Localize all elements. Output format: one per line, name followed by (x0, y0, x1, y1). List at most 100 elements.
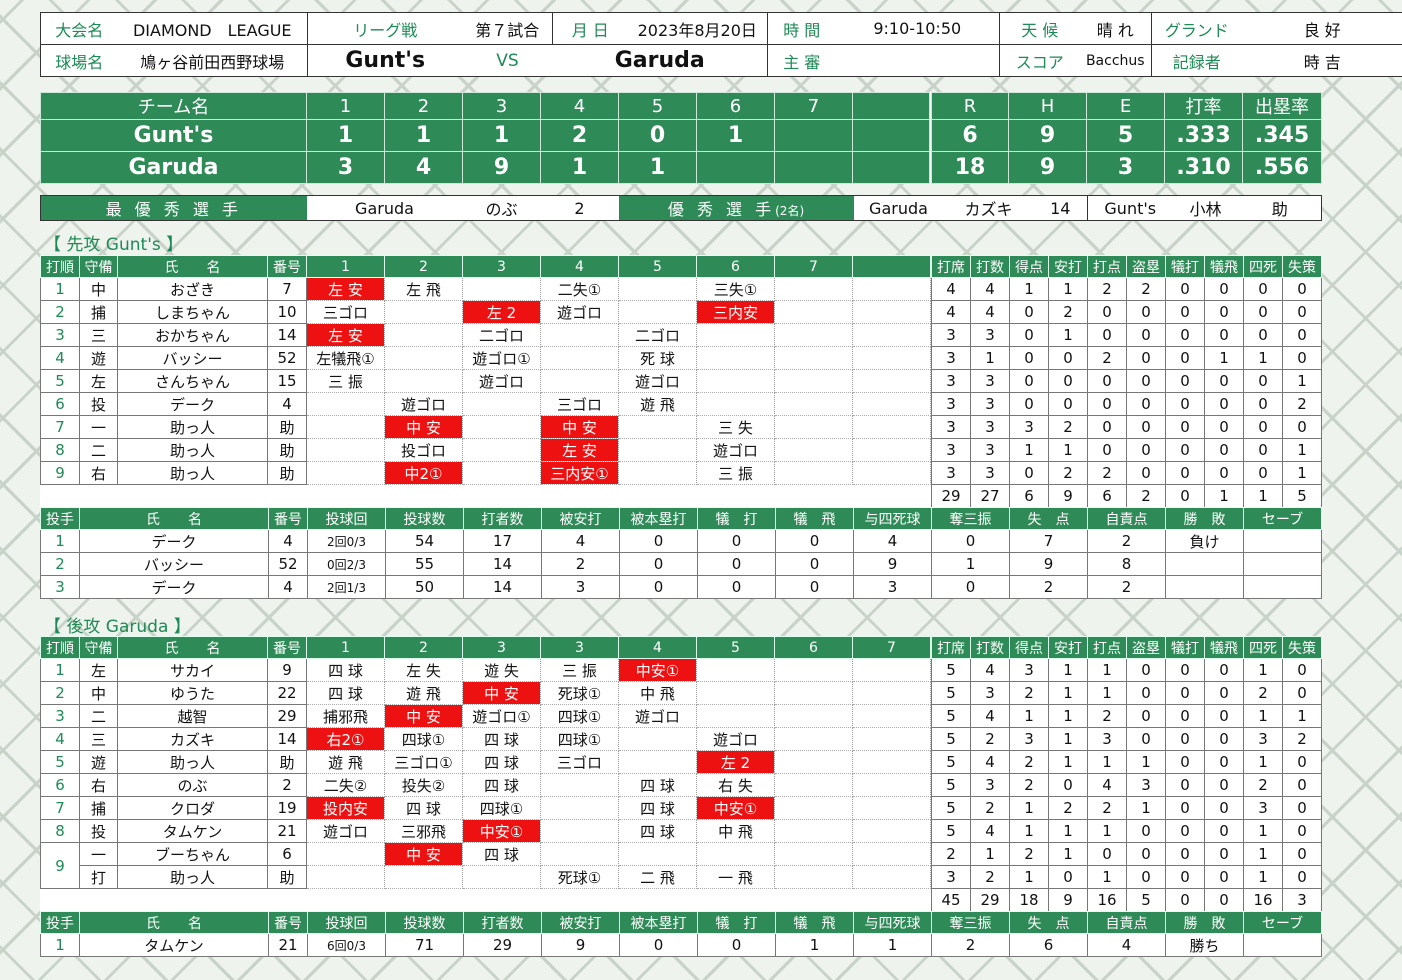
batting-stat: 0 (1048, 865, 1088, 889)
batting-stat: 0 (1243, 323, 1283, 347)
at-bat-result: 四 球 (462, 773, 541, 797)
pitching-header-cell: 投手 (40, 911, 80, 934)
batting-stat: 5 (931, 681, 971, 705)
batting-header-cell: 守備 (79, 255, 118, 278)
batting-stat: 0 (1282, 819, 1322, 843)
score-cell: 1 (618, 151, 697, 184)
score-cell (852, 151, 932, 184)
at-bat-result: 三内安 (696, 300, 775, 324)
at-bat-result (774, 773, 853, 797)
batting-stat: 0 (1165, 461, 1205, 485)
game-date: 2023年8月20日 (627, 12, 769, 45)
batting-stat: 1 (1126, 750, 1166, 774)
score-header-cell (852, 92, 932, 120)
batting-player-number: 52 (267, 346, 307, 370)
at-bat-result (774, 438, 853, 462)
batting-header-cell: 犠打 (1165, 255, 1205, 278)
pitching-stat: 1 (853, 933, 932, 957)
at-bat-result: 捕邪飛 (306, 704, 385, 728)
batting-stat: 3 (1009, 727, 1049, 751)
pitching-header-cell: 投球数 (385, 507, 464, 530)
score-header-cell: E (1086, 92, 1165, 120)
score-cell (774, 119, 853, 152)
pitching-stat: 1 (931, 552, 1010, 576)
batting-player-number: 14 (267, 727, 307, 751)
batting-stat: 0 (1126, 704, 1166, 728)
pitching-stat: 21 (268, 933, 308, 957)
batting-stat: 0 (1282, 750, 1322, 774)
at-bat-result (618, 727, 697, 751)
batting-stat: 0 (1204, 392, 1244, 416)
recorder-name: 時 吉 (1303, 52, 1341, 72)
batting-stat: 3 (931, 415, 971, 439)
batting-header-cell: 得点 (1009, 255, 1049, 278)
score-cell: .333 (1164, 119, 1243, 152)
batting-stat: 3 (931, 865, 971, 889)
best-player-label: 最 優 秀 選 手 (40, 195, 307, 221)
pitching-stat: 14 (463, 552, 542, 576)
batting-stat: 1 (1048, 819, 1088, 843)
batting-total: 16 (1087, 888, 1127, 912)
batting-stat: 0 (1126, 658, 1166, 682)
at-bat-result: 四球① (540, 704, 619, 728)
batting-stat: 1 (1009, 704, 1049, 728)
bottom-pitching-table: 投手氏 名番号 投球回 投球数 打者数 被安打 被本塁打犠 打犠 飛与四死球 奪三振失 点自… (40, 911, 1322, 957)
batting-position: 一 (79, 415, 118, 439)
batting-player-number: 7 (267, 277, 307, 301)
at-bat-result (540, 773, 619, 797)
best-player-name: のぶ (485, 200, 518, 219)
at-bat-result (696, 681, 775, 705)
pitching-stat: 4 (268, 575, 308, 599)
batting-stat: 2 (1087, 277, 1127, 301)
batting-header-cell: 打点 (1087, 255, 1127, 278)
batting-position: 投 (79, 819, 118, 843)
batting-stat: 0 (1009, 346, 1049, 370)
batting-player-name: おざき (117, 277, 268, 301)
at-bat-result (384, 300, 463, 324)
batting-stat: 0 (1009, 323, 1049, 347)
batting-stat: 0 (1165, 277, 1205, 301)
pitching-header-cell: 被安打 (541, 911, 620, 934)
at-bat-result (774, 704, 853, 728)
batting-player-number: 4 (267, 392, 307, 416)
at-bat-result: 遊ゴロ① (462, 346, 541, 370)
batting-order: 1 (40, 277, 80, 301)
batting-stat: 3 (970, 461, 1010, 485)
batting-player-number: 9 (267, 658, 307, 682)
batting-total: 16 (1243, 888, 1283, 912)
batting-header-cell: 1 (306, 255, 385, 278)
at-bat-result: 中 飛 (618, 681, 697, 705)
batting-total: 1 (1204, 484, 1244, 508)
score-cell: 9 (1008, 119, 1087, 152)
good-player-1-team: Garuda (869, 198, 928, 218)
batting-stat: 1 (1243, 658, 1283, 682)
batting-stat: 0 (1282, 773, 1322, 797)
pitching-stat: 54 (385, 529, 464, 553)
at-bat-result (306, 415, 385, 439)
batting-stat: 0 (1126, 819, 1166, 843)
tournament-label: 大会名 (40, 12, 118, 45)
batting-stat: 3 (931, 392, 971, 416)
batting-header-cell: 犠飛 (1204, 255, 1244, 278)
pitching-header-cell: 勝 敗 (1165, 911, 1244, 934)
batting-header-cell: 安打 (1048, 636, 1088, 659)
batting-stat: 0 (1204, 438, 1244, 462)
at-bat-result (540, 323, 619, 347)
at-bat-result: 四 球 (306, 658, 385, 682)
score-header-cell: 3 (462, 92, 541, 120)
score-cell: 9 (1008, 151, 1087, 184)
at-bat-result: 三 振 (306, 369, 385, 393)
score-cell: 2 (540, 119, 619, 152)
batting-stat: 0 (1243, 438, 1283, 462)
batting-header-cell: 3 (462, 636, 541, 659)
batting-stat: 3 (931, 438, 971, 462)
pitching-header-cell: 与四死球 (853, 911, 932, 934)
batting-stat: 0 (1126, 392, 1166, 416)
batting-header-cell: 7 (852, 636, 931, 659)
batting-stat: 0 (1165, 415, 1205, 439)
pitching-stat: 0 (931, 575, 1010, 599)
at-bat-result (852, 438, 931, 462)
batting-stat: 1 (1243, 750, 1283, 774)
batting-stat: 0 (1204, 277, 1244, 301)
at-bat-result (774, 681, 853, 705)
